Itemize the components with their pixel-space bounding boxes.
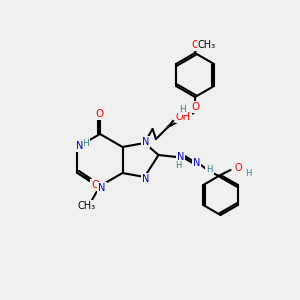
Text: O: O xyxy=(235,163,242,173)
Text: N: N xyxy=(142,174,149,184)
Text: N: N xyxy=(193,158,200,168)
Text: N: N xyxy=(142,137,149,147)
Text: H: H xyxy=(175,160,182,169)
Text: OH: OH xyxy=(176,112,191,122)
Text: N: N xyxy=(98,183,106,193)
Text: N: N xyxy=(76,141,83,151)
Text: O: O xyxy=(192,40,200,50)
Text: H: H xyxy=(206,166,213,175)
Text: O: O xyxy=(92,180,100,190)
Text: O: O xyxy=(191,102,199,112)
Text: N: N xyxy=(177,152,184,162)
Text: H: H xyxy=(178,106,185,115)
Text: O: O xyxy=(96,109,104,119)
Text: H: H xyxy=(245,169,252,178)
Text: CH₃: CH₃ xyxy=(198,40,216,50)
Text: H: H xyxy=(82,139,89,148)
Text: CH₃: CH₃ xyxy=(78,201,96,211)
